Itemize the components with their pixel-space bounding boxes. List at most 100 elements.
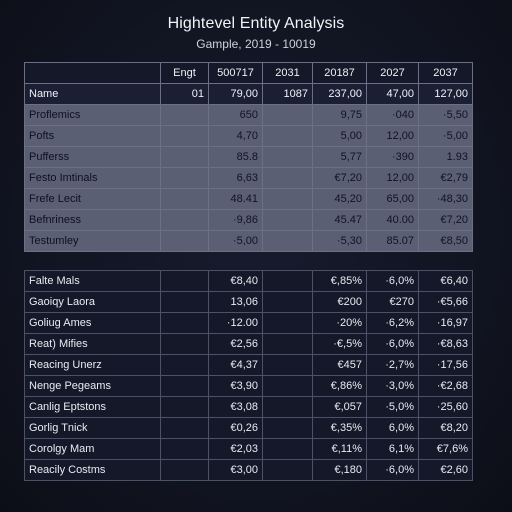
- table-cell: €7,20: [418, 209, 473, 231]
- row-label: Proflemics: [24, 104, 161, 126]
- table-cell: ·2,7%: [366, 354, 419, 376]
- table-cell: ·5,00: [208, 230, 263, 252]
- table-cell: ·€5,66: [418, 291, 473, 313]
- table-cell: €8,40: [208, 270, 263, 292]
- table-row: Nenge Pegeams €3,90 €,86% ·3,0% ·€2,68: [24, 375, 473, 397]
- table-cell: ·3,0%: [366, 375, 419, 397]
- table-cell: [160, 417, 209, 439]
- table-cell: ·25,60: [418, 396, 473, 418]
- row-label: Reacily Costms: [24, 459, 161, 481]
- page-title: Hightevel Entity Analysis: [167, 15, 345, 32]
- table-cell: 13,06: [208, 291, 263, 313]
- header-cell: 2031: [262, 62, 313, 84]
- table-cell: 48.41: [208, 188, 263, 210]
- table-cell: 12,00: [366, 125, 419, 147]
- table-cell: 45.47: [312, 209, 367, 231]
- row-label: Goliug Ames: [24, 312, 161, 334]
- table-cell: €,057: [312, 396, 367, 418]
- table-cell: €3,90: [208, 375, 263, 397]
- table-cell: €6,40: [418, 270, 473, 292]
- row-label: Festo Imtinals: [24, 167, 161, 189]
- table-cell: [160, 209, 209, 231]
- table-cell: ·5,0%: [366, 396, 419, 418]
- table-cell: [262, 375, 313, 397]
- table-cell: [262, 209, 313, 231]
- row-label: Reacing Unerz: [24, 354, 161, 376]
- table-row: Testumley ·5,00 ·5,30 85.07 €8,50: [24, 230, 473, 252]
- row-label: Reat) Mifies: [24, 333, 161, 355]
- table-cell: ·16,97: [418, 312, 473, 334]
- table-cell: €3,00: [208, 459, 263, 481]
- table-cell: ·5,50: [418, 104, 473, 126]
- table-cell: ·5,30: [312, 230, 367, 252]
- table-cell: [262, 291, 313, 313]
- table-cell: 1.93: [418, 146, 473, 168]
- table-cell: [160, 230, 209, 252]
- table-cell: [262, 270, 313, 292]
- table-cell: €2,56: [208, 333, 263, 355]
- table-row: Reat) Mifies €2,56 ·€,5% ·6,0% ·€8,63: [24, 333, 473, 355]
- table-cell: €,85%: [312, 270, 367, 292]
- detail-table: Falte Mals €8,40 €,85% ·6,0% €6,40 Gaoiqy Lao…: [24, 270, 473, 481]
- summary-table-body: Proflemics 650 9,75·040·5,50 Pofts 4,70 5,00 1…: [24, 104, 473, 252]
- table-cell: [262, 167, 313, 189]
- table-cell: €200: [312, 291, 367, 313]
- table-cell: [262, 188, 313, 210]
- table-cell: [262, 333, 313, 355]
- table-cell: [160, 396, 209, 418]
- table-row: Befnriness ·9,86 45.47 40.00 €7,20: [24, 209, 473, 231]
- header-cell: 01: [160, 83, 209, 105]
- summary-header-row-2: Name 01 79,00 1087 237,00 47,00 127,00: [24, 83, 473, 105]
- table-cell: ·€2,68: [418, 375, 473, 397]
- header-cell: 47,00: [366, 83, 419, 105]
- table-cell: 45,20: [312, 188, 367, 210]
- table-cell: ·6,0%: [366, 270, 419, 292]
- table-cell: 85.07: [366, 230, 419, 252]
- table-cell: [160, 270, 209, 292]
- table-cell: €,35%: [312, 417, 367, 439]
- table-cell: ·6,2%: [366, 312, 419, 334]
- row-label: Frefe Lecit: [24, 188, 161, 210]
- table-cell: ·12.00: [208, 312, 263, 334]
- table-cell: 5,77: [312, 146, 367, 168]
- row-label: Canlig Eptstons: [24, 396, 161, 418]
- table-cell: [160, 104, 209, 126]
- table-cell: €2,03: [208, 438, 263, 460]
- table-cell: €0,26: [208, 417, 263, 439]
- table-cell: ·6,0%: [366, 459, 419, 481]
- table-cell: [262, 104, 313, 126]
- table-cell: [160, 438, 209, 460]
- table-cell: ·€8,63: [418, 333, 473, 355]
- table-cell: €457: [312, 354, 367, 376]
- table-cell: €2,79: [418, 167, 473, 189]
- detail-table-body: Falte Mals €8,40 €,85% ·6,0% €6,40 Gaoiqy Lao…: [24, 270, 473, 481]
- header-cell: 79,00: [208, 83, 263, 105]
- header-cell: 1087: [262, 83, 313, 105]
- table-cell: [160, 459, 209, 481]
- table-cell: ·€,5%: [312, 333, 367, 355]
- page-subtitle: Gample, 2019 - 10019: [196, 37, 316, 51]
- row-label: Corolgy Mam: [24, 438, 161, 460]
- row-label: Testumley: [24, 230, 161, 252]
- table-cell: €7,6%: [418, 438, 473, 460]
- table-row: Corolgy Mam €2,03 €,11% 6,1% €7,6%: [24, 438, 473, 460]
- table-cell: [262, 354, 313, 376]
- table-cell: ·5,00: [418, 125, 473, 147]
- table-cell: ·390: [366, 146, 419, 168]
- table-cell: 6,0%: [366, 417, 419, 439]
- table-cell: [262, 125, 313, 147]
- table-cell: 6,63: [208, 167, 263, 189]
- table-cell: 650: [208, 104, 263, 126]
- table-row: Canlig Eptstons €3,08 €,057·5,0% ·25,60: [24, 396, 473, 418]
- table-cell: [262, 438, 313, 460]
- table-cell: €7,20: [312, 167, 367, 189]
- header-cell: Name: [24, 83, 161, 105]
- table-cell: [262, 417, 313, 439]
- table-cell: 4,70: [208, 125, 263, 147]
- header-cell: [24, 62, 161, 84]
- header-cell: 237,00: [312, 83, 367, 105]
- table-row: Reacily Costms €3,00 €,180·6,0% €2,60: [24, 459, 473, 481]
- table-cell: [160, 125, 209, 147]
- table-cell: 65,00: [366, 188, 419, 210]
- header-cell: 500717: [208, 62, 263, 84]
